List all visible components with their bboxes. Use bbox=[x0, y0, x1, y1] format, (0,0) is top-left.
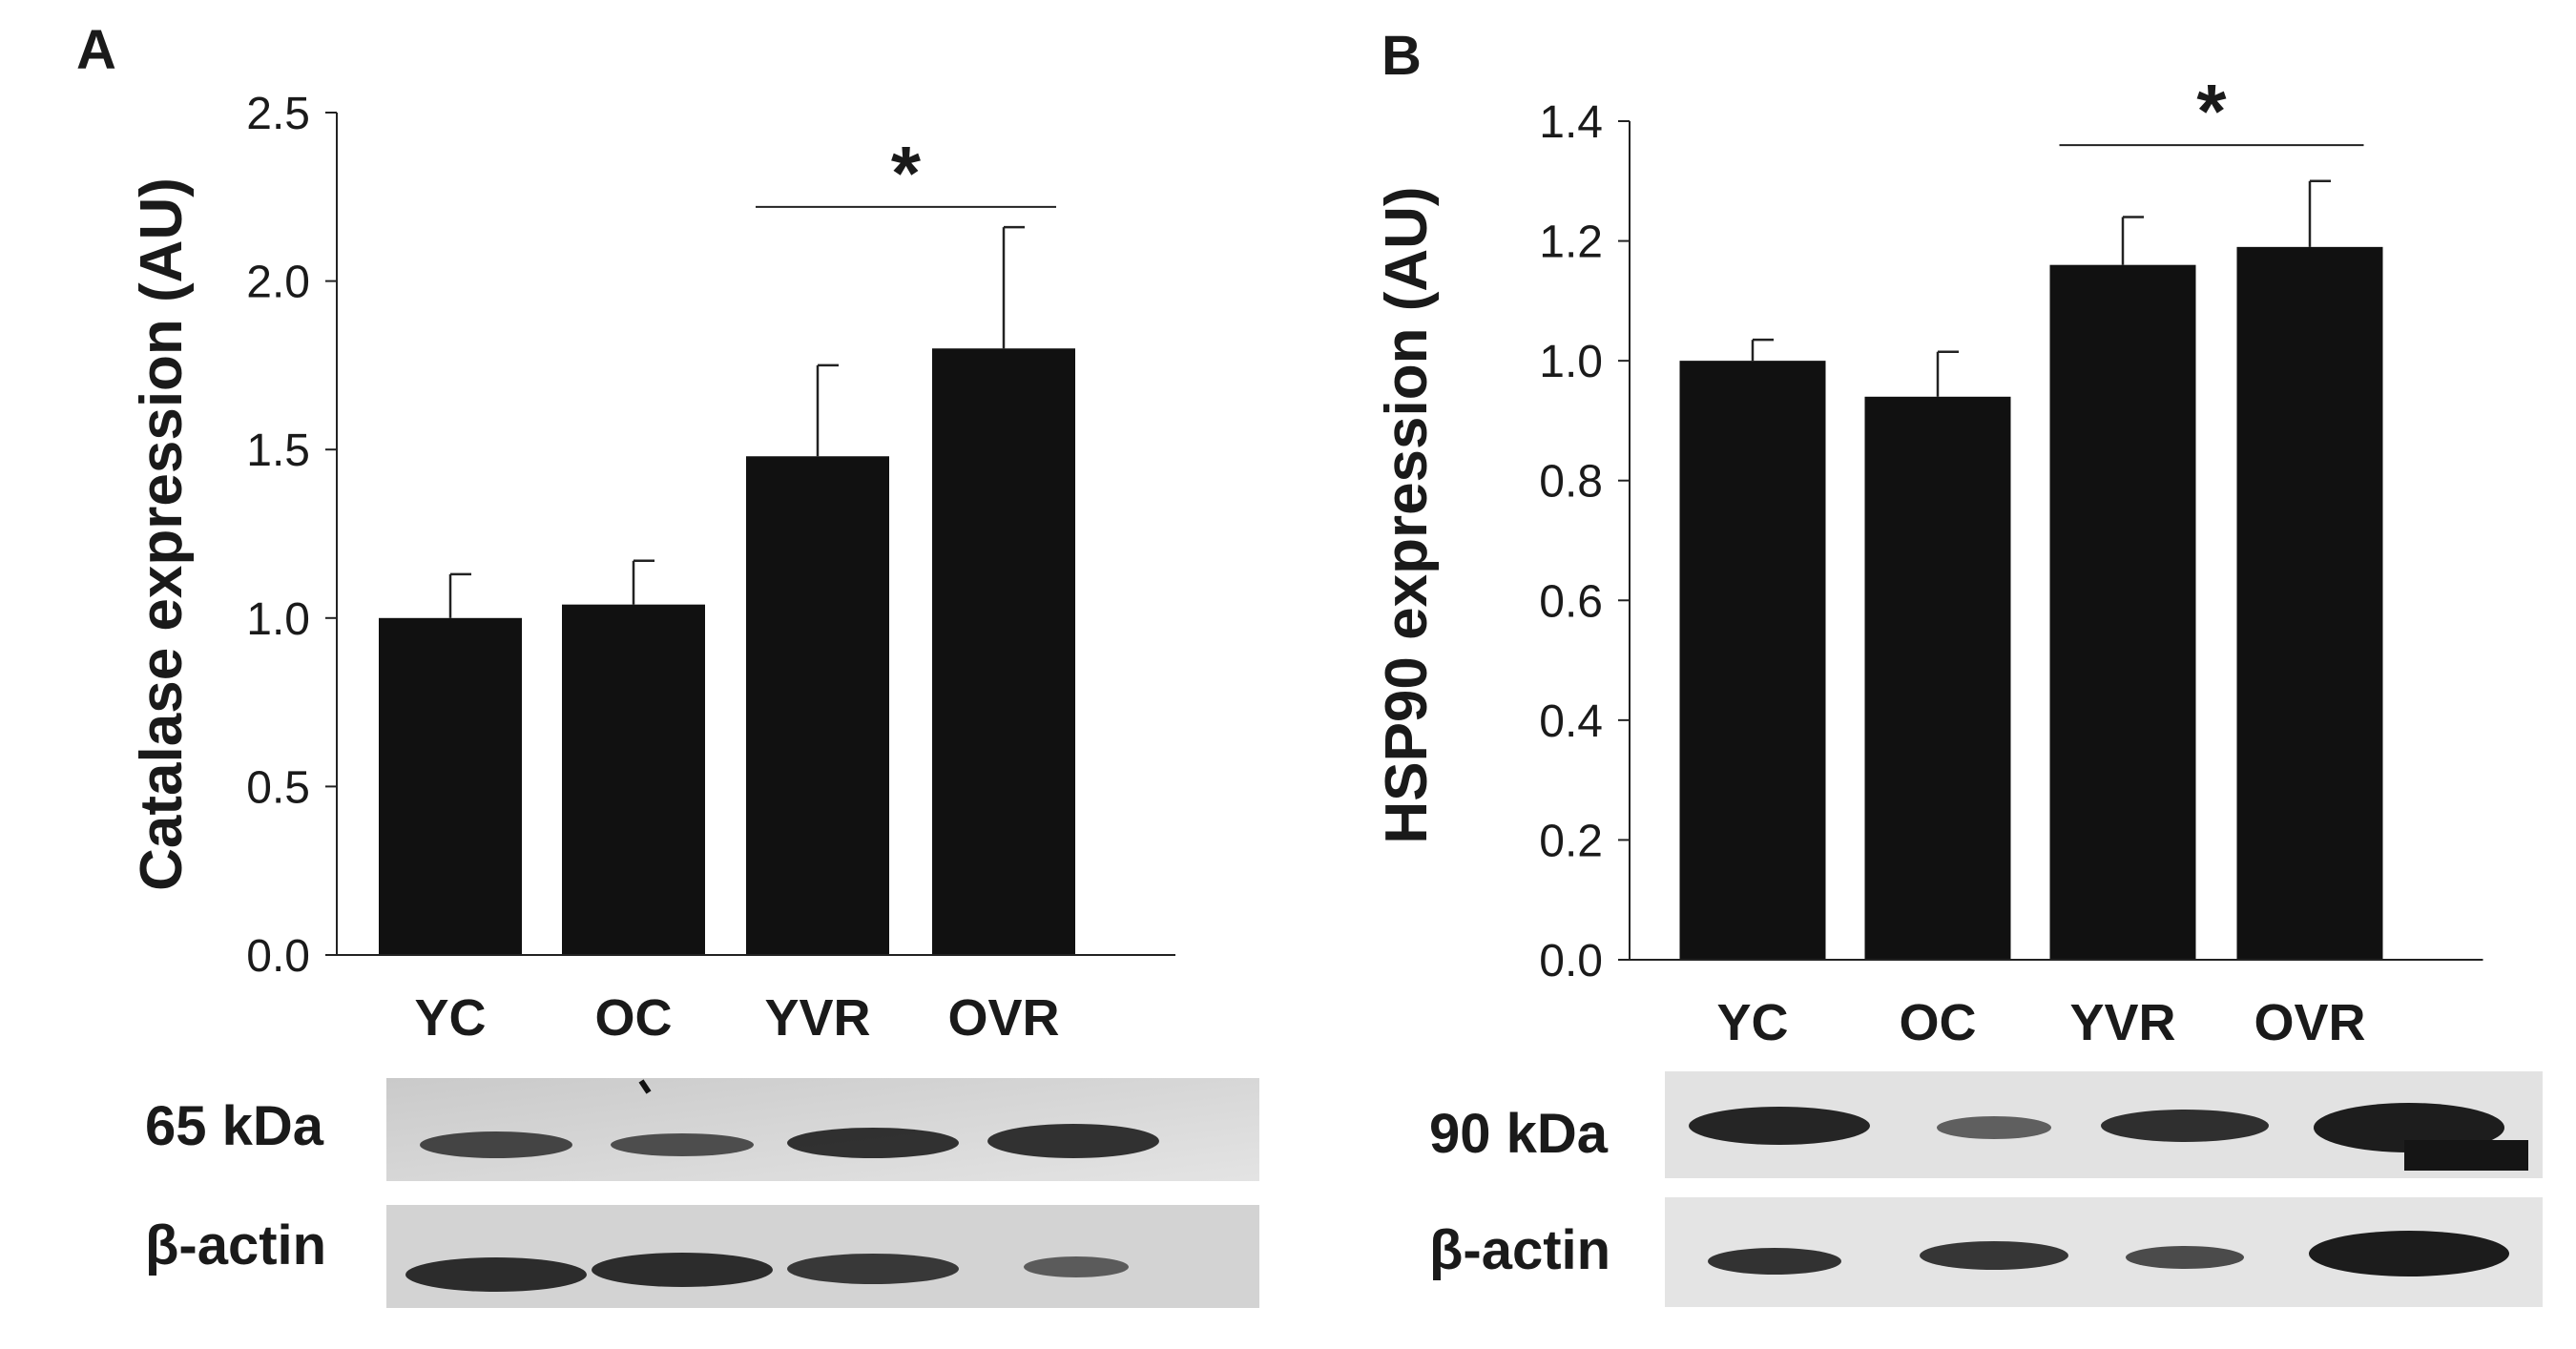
panel-a-category-labels: YC OC YVR OVR bbox=[414, 989, 1059, 1047]
panel-a-category-label: OC bbox=[595, 989, 673, 1047]
panel-b-blot-label-actin: β-actin bbox=[1429, 1219, 1610, 1281]
panel-a-y-tick-label: 1.0 bbox=[246, 594, 310, 645]
panel-a-y-tick-label: 1.5 bbox=[246, 425, 310, 476]
panel-a-bar-oc bbox=[562, 604, 705, 955]
panel-b-category-labels: YC OC YVR OVR bbox=[1716, 994, 2365, 1051]
panel-b-y-ticks: 0.0 0.2 0.4 0.6 0.8 1.0 1.2 1.4 bbox=[1539, 97, 1630, 986]
panel-a-bars bbox=[379, 348, 1075, 955]
panel-b-blot-actin bbox=[1665, 1197, 2543, 1307]
panel-b-ylabel: HSP90 expression (AU) bbox=[1374, 186, 1440, 843]
panel-a-error-bars bbox=[448, 225, 1025, 618]
panel-a-bar-yc bbox=[379, 617, 522, 955]
panel-b-error-bars bbox=[1751, 179, 2331, 397]
panel-b-bars bbox=[1679, 246, 2383, 961]
panel-b-bar-ovr bbox=[2236, 246, 2383, 961]
panel-b-category-label: OC bbox=[1900, 994, 1977, 1051]
panel-a-significance-star: * bbox=[891, 131, 922, 216]
panel-b-letter: B bbox=[1381, 25, 1422, 87]
panel-b-bar-yvr bbox=[2049, 264, 2196, 961]
panel-a-category-label: YC bbox=[414, 989, 486, 1047]
panel-b-y-tick-label: 1.4 bbox=[1539, 97, 1603, 148]
panel-b-y-tick-label: 0.2 bbox=[1539, 816, 1603, 866]
panel-a-ylabel: Catalase expression (AU) bbox=[129, 177, 195, 891]
panel-a-y-ticks: 0.0 0.5 1.0 1.5 2.0 2.5 bbox=[246, 89, 337, 982]
panel-a-bar-yvr bbox=[746, 456, 889, 955]
panel-b-significance: * bbox=[2059, 69, 2364, 154]
panel-b-bar-yc bbox=[1679, 361, 1826, 961]
panel-b-category-label: YC bbox=[1716, 994, 1788, 1051]
panel-b-category-label: OVR bbox=[2254, 994, 2365, 1051]
panel-b: B HSP90 expression (AU) 0.0 0.2 0.4 0.6 0.8 1… bbox=[1374, 25, 2543, 1307]
panel-a-category-label: YVR bbox=[764, 989, 870, 1047]
panel-a-y-tick-label: 0.5 bbox=[246, 762, 310, 813]
panel-b-significance-star: * bbox=[2196, 69, 2227, 154]
panel-a-y-tick-label: 0.0 bbox=[246, 931, 310, 982]
panel-a: A Catalase expression (AU) 0.0 0.5 1.0 1.5 2… bbox=[76, 19, 1259, 1308]
panel-a-blot-label-actin: β-actin bbox=[145, 1214, 326, 1276]
panel-a-y-tick-label: 2.0 bbox=[246, 258, 310, 308]
panel-a-letter: A bbox=[76, 19, 116, 81]
panel-b-bar-oc bbox=[1864, 396, 2011, 960]
panel-a-significance: * bbox=[756, 131, 1056, 216]
panel-b-y-tick-label: 1.0 bbox=[1539, 337, 1603, 387]
panel-b-blot-label-target: 90 kDa bbox=[1429, 1103, 1609, 1165]
panel-b-y-tick-label: 0.6 bbox=[1539, 576, 1603, 627]
panel-b-y-tick-label: 0.4 bbox=[1539, 696, 1603, 747]
panel-b-blot-target bbox=[1665, 1071, 2543, 1178]
panel-b-y-tick-label: 1.2 bbox=[1539, 218, 1603, 268]
panel-a-blot-target bbox=[386, 1078, 1259, 1181]
panel-a-y-tick-label: 2.5 bbox=[246, 89, 310, 139]
panel-a-blot-label-target: 65 kDa bbox=[145, 1095, 324, 1157]
panel-b-y-tick-label: 0.0 bbox=[1539, 936, 1603, 986]
panel-a-blot-actin bbox=[386, 1205, 1259, 1308]
panel-a-category-label: OVR bbox=[947, 989, 1059, 1047]
panel-a-bar-ovr bbox=[932, 348, 1075, 955]
panel-b-y-tick-label: 0.8 bbox=[1539, 457, 1603, 508]
panel-b-category-label: YVR bbox=[2069, 994, 2175, 1051]
